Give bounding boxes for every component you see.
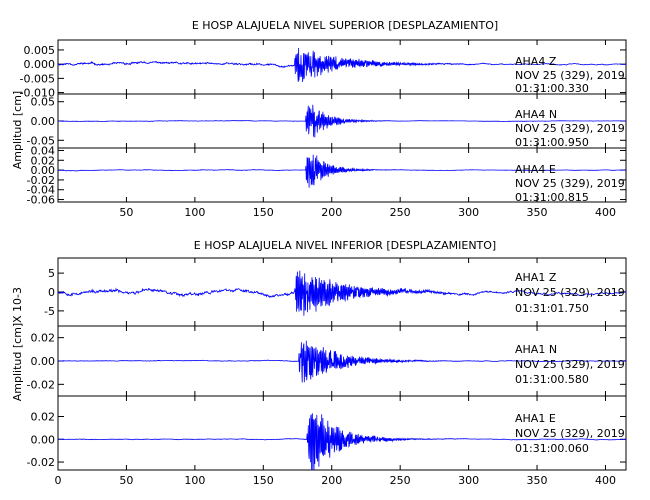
- svg-text:AHA1 N: AHA1 N: [515, 343, 557, 356]
- x-tick-label: 250: [390, 474, 411, 487]
- y-tick-label: 5: [48, 267, 55, 280]
- waveform-aha4-z: [57, 47, 627, 83]
- y-axis-label-superior: Amplitud [cm]: [11, 91, 24, 169]
- x-tick-label: 250: [390, 206, 411, 219]
- y-tick-label: -0.06: [27, 194, 55, 207]
- svg-text:01:31:00.950: 01:31:00.950: [515, 136, 589, 149]
- x-tick-label: 100: [184, 474, 205, 487]
- y-ticks: 0.02 0.00 -0.02: [27, 326, 626, 396]
- panel-aha1-e: 0.020.00-0.02 AHA1 E NOV 25 (329), 2019 …: [27, 395, 627, 471]
- svg-text:01:31:01.750: 01:31:01.750: [515, 302, 589, 315]
- panel-frame: [57, 395, 627, 471]
- waveform-aha1-n: [57, 340, 626, 383]
- y-tick-label: 0.00: [31, 164, 56, 177]
- y-tick-label: 0.02: [31, 154, 56, 167]
- panel-aha1-z: 5 0 -5 AHA1 Z NOV 25 (329), 2019 01:31:01.…: [44, 257, 627, 327]
- chart-title-superior: E HOSP ALAJUELA NIVEL SUPERIOR [DESPLAZA…: [192, 19, 498, 32]
- svg-text:NOV 25 (329), 2019: NOV 25 (329), 2019: [515, 286, 625, 299]
- y-ticks: 0.02 0.00 -0.02: [27, 396, 626, 470]
- y-tick-label: 0.00: [31, 115, 56, 128]
- chart-title-inferior: E HOSP ALAJUELA NIVEL INFERIOR [DESPLAZA…: [194, 239, 496, 252]
- svg-text:01:31:00.060: 01:31:00.060: [515, 442, 589, 455]
- x-tick-label: 350: [527, 206, 548, 219]
- y-tick-label: 0.000: [24, 58, 56, 71]
- x-tick-label: 150: [253, 474, 274, 487]
- svg-text:AHA4 N: AHA4 N: [515, 108, 557, 121]
- y-tick-label: -0.02: [27, 174, 55, 187]
- y-axis-label-inferior: Amplitud [cm]: [11, 323, 24, 401]
- waveform-aha4-e: [57, 154, 626, 188]
- y-tick-label: -0.005: [20, 72, 55, 85]
- y-tick-label: -5: [44, 305, 55, 318]
- y-ticks: 0.05 0.00 -0.05: [27, 94, 626, 148]
- panel-frame: [57, 147, 627, 203]
- y-tick-label: -0.010: [20, 87, 55, 100]
- x-tick-label: 400: [595, 206, 616, 219]
- svg-text:NOV 25 (329), 2019: NOV 25 (329), 2019: [515, 427, 625, 440]
- waveform-aha4-n: [57, 104, 626, 138]
- x-tick-label: 200: [321, 474, 342, 487]
- y-tick-label: 0.02: [31, 410, 56, 423]
- y-tick-label: 0.00: [31, 433, 56, 446]
- svg-text:NOV 25 (329), 2019: NOV 25 (329), 2019: [515, 122, 625, 135]
- x-tick-label: 150: [253, 206, 274, 219]
- y-tick-label: -0.02: [27, 378, 55, 391]
- svg-text:01:31:00.815: 01:31:00.815: [515, 191, 589, 204]
- panel-aha4-n: 0.050.00-0.05 AHA4 N NOV 25 (329), 2019 …: [27, 93, 627, 149]
- svg-text:01:31:00.580: 01:31:00.580: [515, 373, 589, 386]
- y-tick-label: -0.02: [27, 456, 55, 469]
- y-tick-label: 0.00: [31, 355, 56, 368]
- y-tick-label: 0.05: [31, 96, 56, 109]
- y-scale-label-inferior: X 10-3: [11, 287, 24, 323]
- x-axis-inferior: 0 50 100 150 200 250 300 350 400: [55, 474, 616, 487]
- x-tick-label: 100: [184, 206, 205, 219]
- x-axis-superior: 50 100 150 200 250 300 350 400: [119, 206, 616, 219]
- y-tick-label: 0: [48, 286, 55, 299]
- x-tick-label: 200: [321, 206, 342, 219]
- x-tick-label: 400: [595, 474, 616, 487]
- y-ticks: 0.040.020.00-0.02-0.04-0.06: [27, 144, 626, 207]
- waveform-aha1-z: [57, 270, 626, 316]
- y-tick-label: 0.005: [24, 44, 56, 57]
- y-tick-label: -0.05: [27, 134, 55, 147]
- y-tick-label: 0.02: [31, 332, 56, 345]
- svg-text:AHA1 E: AHA1 E: [515, 412, 556, 425]
- svg-text:01:31:00.330: 01:31:00.330: [515, 82, 589, 95]
- x-tick-label: 0: [55, 474, 62, 487]
- y-tick-label: 0.04: [31, 144, 56, 157]
- svg-text:NOV 25 (329), 2019: NOV 25 (329), 2019: [515, 177, 625, 190]
- waveform-aha1-e: [57, 412, 626, 471]
- svg-text:AHA4 Z: AHA4 Z: [515, 55, 557, 68]
- x-tick-label: 300: [458, 474, 479, 487]
- svg-text:AHA1 Z: AHA1 Z: [515, 271, 557, 284]
- svg-text:AHA4 E: AHA4 E: [515, 163, 556, 176]
- svg-text:NOV 25 (329), 2019: NOV 25 (329), 2019: [515, 358, 625, 371]
- panel-aha1-n: 0.020.00-0.02 AHA1 N NOV 25 (329), 2019 …: [27, 325, 627, 397]
- y-tick-label: -0.04: [27, 184, 55, 197]
- x-tick-label: 50: [119, 206, 133, 219]
- svg-text:NOV 25 (329), 2019: NOV 25 (329), 2019: [515, 69, 625, 82]
- x-tick-label: 50: [119, 474, 133, 487]
- x-tick-label: 350: [527, 474, 548, 487]
- panel-aha4-e: 0.040.020.00-0.02-0.04-0.06 AHA4 E NOV 2…: [27, 144, 627, 207]
- x-tick-label: 300: [458, 206, 479, 219]
